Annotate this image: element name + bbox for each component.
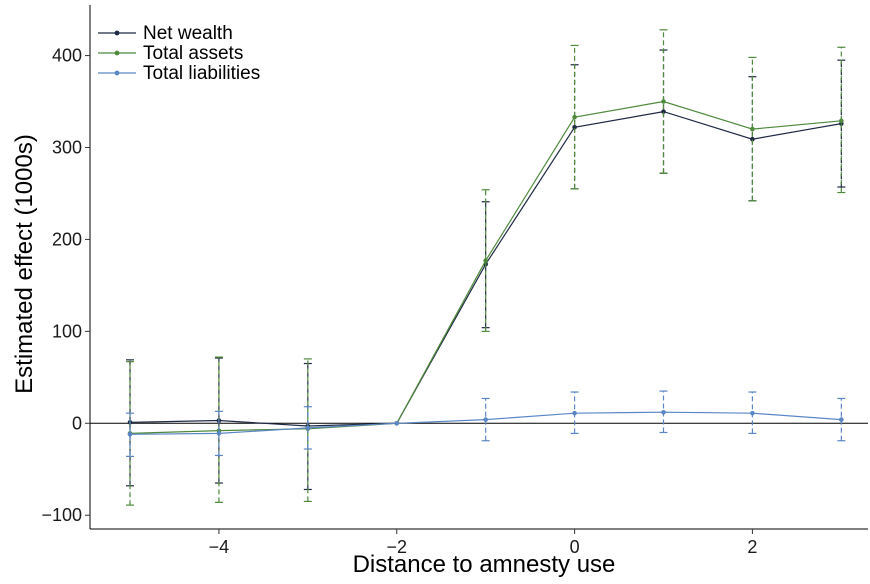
error-bar: [303, 358, 312, 503]
data-point: [483, 258, 488, 263]
legend-item: Total assets: [98, 43, 243, 64]
legend-item: Total liabilities: [98, 63, 260, 84]
data-point: [661, 99, 666, 104]
data-point: [572, 114, 577, 120]
error-bar: [570, 44, 579, 190]
legend-swatch-marker: [114, 30, 120, 36]
x-tick-label: 0: [570, 537, 580, 557]
data-point: [750, 136, 755, 142]
legend-swatch-marker: [114, 50, 120, 56]
error-bar: [748, 56, 757, 202]
y-axis-ticks: −100 0 100 200 300 400: [41, 46, 90, 525]
legend-label: Net wealth: [143, 23, 233, 44]
error-bar: [837, 397, 846, 442]
x-tick-label: −2: [386, 537, 407, 557]
x-tick-label: 2: [747, 537, 757, 557]
data-point: [839, 417, 844, 422]
y-tick-label: 100: [52, 321, 82, 341]
y-axis-title: Estimated effect (1000s): [11, 134, 38, 394]
data-point: [305, 425, 311, 431]
error-bar: [481, 189, 490, 332]
error-bar: [303, 406, 312, 450]
y-tick-label: 400: [52, 46, 82, 66]
error-bar: [126, 361, 135, 506]
series-layer: [126, 29, 846, 506]
data-point: [661, 409, 666, 415]
error-bar: [126, 412, 135, 457]
data-point: [216, 431, 222, 436]
y-tick-label: 300: [52, 137, 82, 157]
x-axis-ticks: −4 −2 0 2: [209, 529, 757, 557]
y-tick-label: 200: [52, 229, 82, 249]
x-tick-label: −4: [209, 537, 230, 557]
x-axis-title: Distance to amnesty use: [353, 551, 616, 578]
legend-label: Total assets: [143, 43, 243, 64]
data-point: [661, 109, 666, 114]
legend-label: Total liabilities: [143, 63, 260, 84]
legend-item: Net wealth: [98, 23, 233, 44]
data-point: [572, 124, 577, 130]
plot-area: −100 0 100 200 300 400 −4 −2 0 2: [41, 5, 868, 557]
data-point: [750, 126, 755, 132]
legend-swatch-marker: [114, 70, 120, 76]
data-point: [750, 410, 755, 416]
error-bar: [481, 397, 490, 442]
error-bar: [659, 29, 668, 174]
data-point: [839, 118, 844, 124]
y-tick-label: −100: [41, 505, 82, 525]
error-bar: [214, 410, 223, 457]
data-point: [483, 417, 488, 422]
data-point: [127, 432, 133, 437]
y-tick-label: 0: [72, 413, 82, 433]
data-point: [572, 410, 577, 416]
series-3: [126, 390, 846, 457]
data-point: [394, 420, 400, 426]
